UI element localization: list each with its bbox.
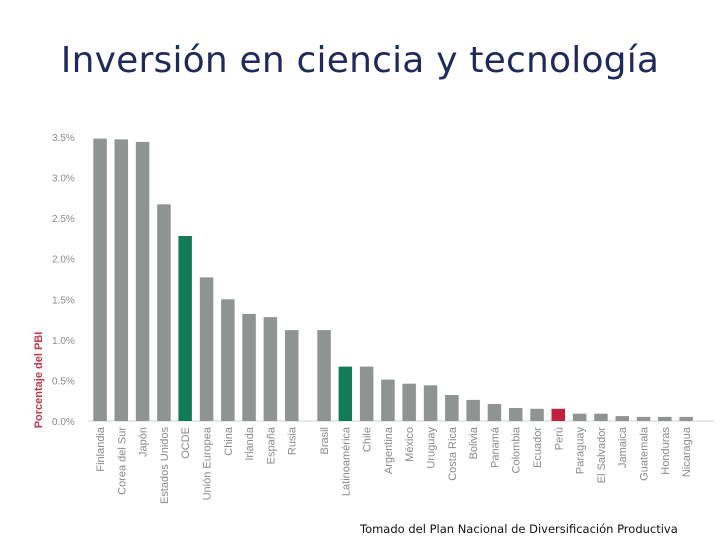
x-tick-label: Jamaica — [617, 426, 629, 468]
bar-méxico — [402, 383, 416, 421]
x-tick-label: Argentina — [383, 426, 395, 474]
x-tick-label: Nicaragua — [681, 426, 693, 477]
bar-japón — [135, 141, 150, 421]
source-note: Tomado del Plan Nacional de Diversificac… — [360, 522, 678, 536]
x-tick-label: OCDE — [180, 427, 192, 459]
chart-svg: 0.0% 0.5% 1.0% 1.5% 2.0% 2.5% 3.0% 3.5% Porcent… — [33, 133, 714, 504]
x-tick-label: China — [223, 426, 235, 456]
x-tick-label: Irlanda — [244, 426, 256, 461]
y-tick-label: 1.0% — [52, 336, 75, 347]
bar-chile — [359, 366, 374, 421]
x-tick-label: Japón — [138, 427, 150, 457]
x-tick-label: Guatemala — [639, 426, 651, 481]
bar-españa — [263, 317, 278, 421]
bar-perú — [551, 408, 565, 421]
x-tick-label: Costa Rica — [447, 426, 459, 481]
bar-nicaragua — [679, 416, 693, 421]
x-tick-label: Perú — [553, 427, 565, 450]
bar-guatemala — [636, 416, 651, 421]
x-tick-label: Rusia — [287, 426, 299, 455]
bar-el-salvador — [594, 413, 608, 421]
bar-finlandia — [93, 138, 107, 421]
x-tick-label: Latinoamérica — [340, 426, 352, 496]
bar-jamaica — [615, 416, 629, 421]
y-axis-ticks: 0.0% 0.5% 1.0% 1.5% 2.0% 2.5% 3.0% 3.5% — [52, 133, 75, 428]
bar-argentina — [381, 379, 395, 421]
bar-china — [221, 299, 235, 421]
y-tick-label: 2.5% — [52, 214, 75, 225]
bar-rusia — [285, 330, 299, 421]
x-tick-label: Chile — [362, 427, 374, 452]
bar-paraguay — [572, 413, 587, 421]
x-tick-label: España — [265, 426, 277, 464]
bar-bolivia — [466, 399, 480, 421]
bars — [93, 138, 693, 421]
bar-panamá — [487, 404, 502, 421]
y-tick-label: 0.0% — [52, 417, 75, 428]
bar-corea-del-sur — [114, 139, 128, 421]
x-tick-label: Uruguay — [426, 427, 438, 469]
y-axis-label: Porcentaje del PBI — [33, 332, 45, 429]
bar-uruguay — [423, 385, 438, 421]
x-tick-label: Finlandia — [95, 426, 107, 472]
x-tick-label: Paraguay — [575, 427, 587, 475]
bar-colombia — [509, 408, 523, 421]
y-tick-label: 2.0% — [52, 255, 75, 266]
x-tick-label: México — [404, 427, 416, 462]
x-tick-label: Ecuador — [532, 427, 544, 468]
x-tick-label: Brasil — [319, 427, 331, 455]
slide-title: Inversión en ciencia y tecnología — [60, 40, 660, 81]
bar-chart: 0.0% 0.5% 1.0% 1.5% 2.0% 2.5% 3.0% 3.5% Porcent… — [0, 120, 720, 520]
x-tick-label: Unión Europea — [202, 426, 214, 500]
x-axis-labels: Finlandia Corea del Sur Japón Estados Unido… — [95, 426, 693, 504]
y-tick-label: 1.5% — [52, 295, 75, 306]
bar-irlanda — [242, 313, 256, 421]
bar-unión-europea — [199, 277, 214, 421]
x-tick-label: Colombia — [511, 426, 523, 473]
bar-latinoamérica — [338, 366, 353, 421]
x-tick-label: El Salvador — [596, 427, 608, 484]
y-tick-label: 0.5% — [52, 376, 75, 387]
bar-ecuador — [530, 408, 544, 421]
x-tick-label: Panamá — [489, 426, 501, 468]
x-tick-label: Estados Unidos — [159, 427, 171, 505]
y-tick-label: 3.0% — [52, 174, 75, 185]
x-tick-label: Bolivia — [468, 426, 480, 459]
x-tick-label: Honduras — [660, 427, 672, 475]
y-tick-label: 3.5% — [52, 133, 75, 144]
x-tick-label: Corea del Sur — [116, 427, 128, 495]
bar-honduras — [658, 416, 672, 421]
bar-estados-unidos — [157, 204, 171, 421]
bar-costa-rica — [445, 395, 459, 421]
bar-brasil — [317, 330, 331, 421]
bar-ocde — [178, 236, 192, 421]
